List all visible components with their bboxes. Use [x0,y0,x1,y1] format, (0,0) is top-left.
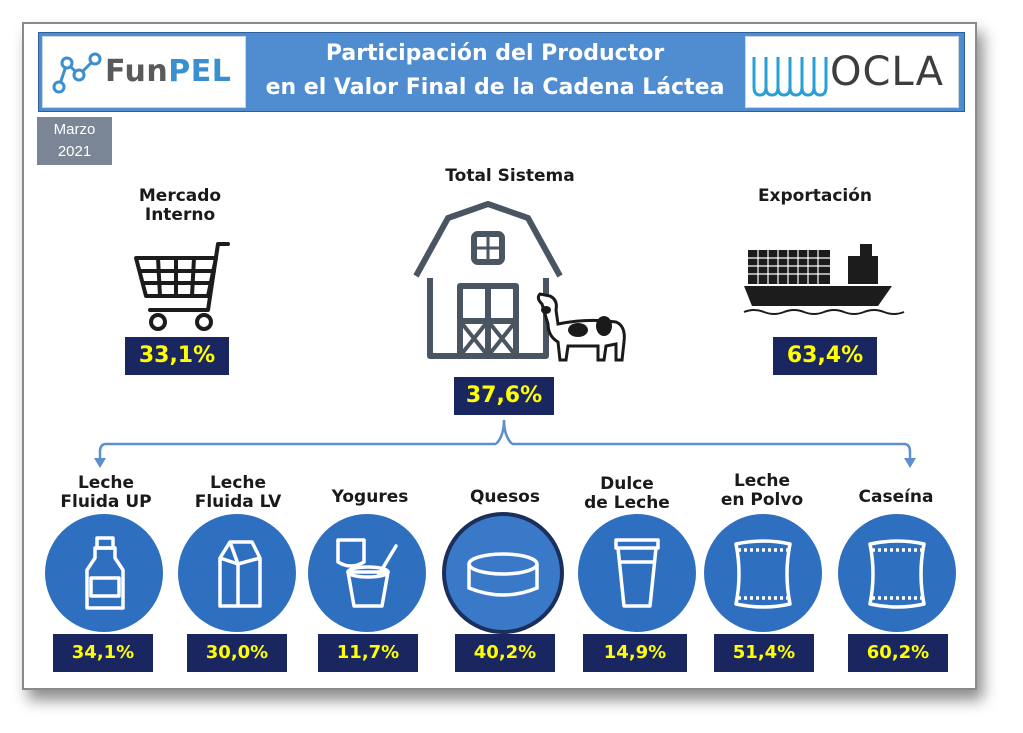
product-value: 51,4% [714,634,814,672]
product-label: Caseína [858,487,934,507]
ocla-wave-icon [752,57,828,97]
product-value: 30,0% [187,634,287,672]
product-label: Quesos [469,487,540,507]
powder-bag-icon [734,539,792,609]
product-label: Dulce de Leche [584,474,670,513]
date-badge: Marzo 2021 [37,117,112,165]
product-value: 40,2% [455,634,555,672]
product-label: Leche en Polvo [720,471,804,510]
milk-carton-icon [218,540,262,608]
funpel-logo-text: FunPEL [105,54,232,89]
product-value: 60,2% [848,634,948,672]
shopping-cart-icon [134,242,230,331]
total-sistema-value: 37,6% [454,377,554,415]
exportacion-value: 63,4% [773,337,877,375]
yogurt-icon [336,538,398,608]
cargo-ship-icon [743,244,905,315]
yogurt-circle [308,514,426,632]
ocla-logo: OCLA [745,36,959,108]
barn-cow-icon [413,201,626,362]
powder-bag-circle [704,514,822,632]
product-value: 34,1% [53,634,153,672]
mercado-interno-label: Mercado Interno [138,186,222,225]
cup-circle [578,514,696,632]
product-value: 14,9% [583,634,687,672]
milk-carton-circle [178,514,296,632]
milk-bottle-circle [45,514,163,632]
product-value: 11,7% [318,634,418,672]
powder-bag-icon [868,539,926,609]
title-line-2: en el Valor Final de la Cadena Láctea [265,75,725,100]
title-line-1: Participación del Productor [325,41,665,66]
milk-bottle-icon [85,536,125,610]
product-label: Yogures [331,487,409,507]
total-sistema-label: Total Sistema [445,166,575,186]
mercado-interno-value: 33,1% [125,337,229,375]
exportacion-label: Exportación [757,186,873,206]
powder-bag-circle [838,514,956,632]
product-label: Leche Fluida LV [194,473,282,512]
funpel-network-icon [52,52,102,94]
cheese-wheel-icon [467,552,539,597]
cup-icon [614,538,660,608]
funpel-logo: FunPEL [42,36,246,108]
ocla-logo-text: OCLA [830,49,944,95]
page-title: Participación del Productor en el Valor … [250,37,740,105]
cheese-wheel-circle [442,512,564,634]
product-label: Leche Fluida UP [60,473,152,512]
